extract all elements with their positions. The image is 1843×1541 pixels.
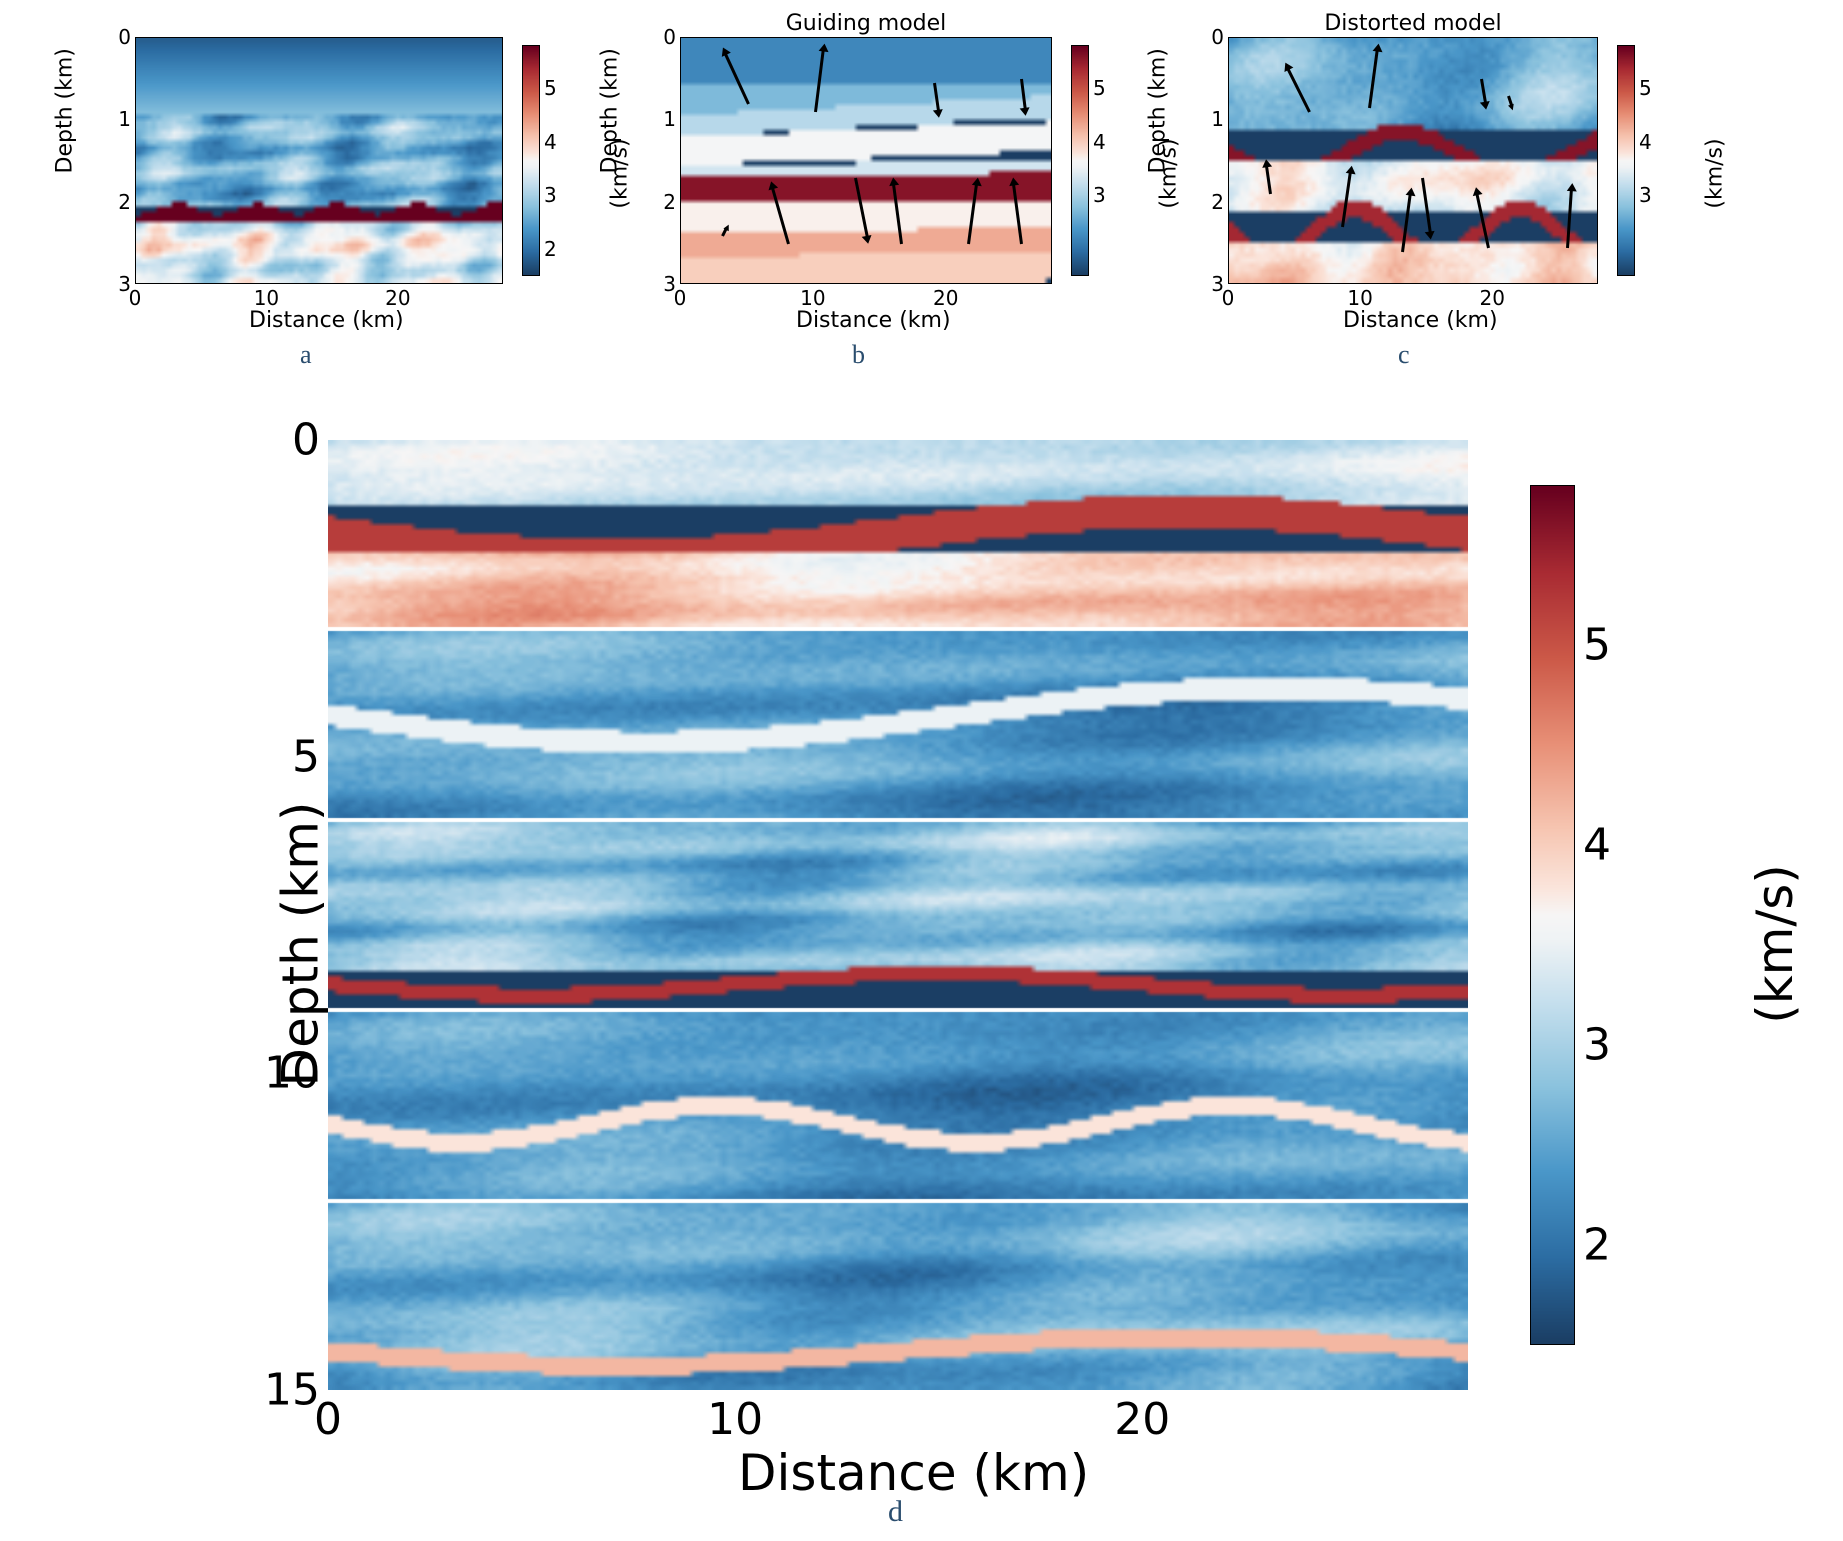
panel-d-plot: [328, 440, 1468, 1390]
tick-label: 15: [258, 1365, 320, 1416]
tick-label: 2: [1583, 1220, 1611, 1271]
panel-d-canvas: [328, 440, 1468, 1390]
tick-label: 0: [258, 415, 320, 466]
panel-d-letter: d: [888, 1495, 903, 1529]
panel-d-colorbar: [1530, 485, 1575, 1345]
tick-label: 10: [707, 1394, 763, 1445]
tick-label: 4: [1583, 820, 1611, 871]
panel-d-cb-label: (km/s): [1746, 864, 1804, 1024]
panel-d-xlabel: Distance (km): [738, 1444, 1089, 1502]
tick-label: 20: [1114, 1394, 1170, 1445]
tick-label: 10: [258, 1048, 320, 1099]
panel-d-ylabel: Depth (km): [271, 802, 329, 1087]
panel-d: Depth (km) Distance (km) (km/s) 01020051…: [0, 0, 1843, 1541]
tick-label: 5: [1583, 620, 1611, 671]
tick-label: 3: [1583, 1020, 1611, 1071]
tick-label: 5: [258, 731, 320, 782]
